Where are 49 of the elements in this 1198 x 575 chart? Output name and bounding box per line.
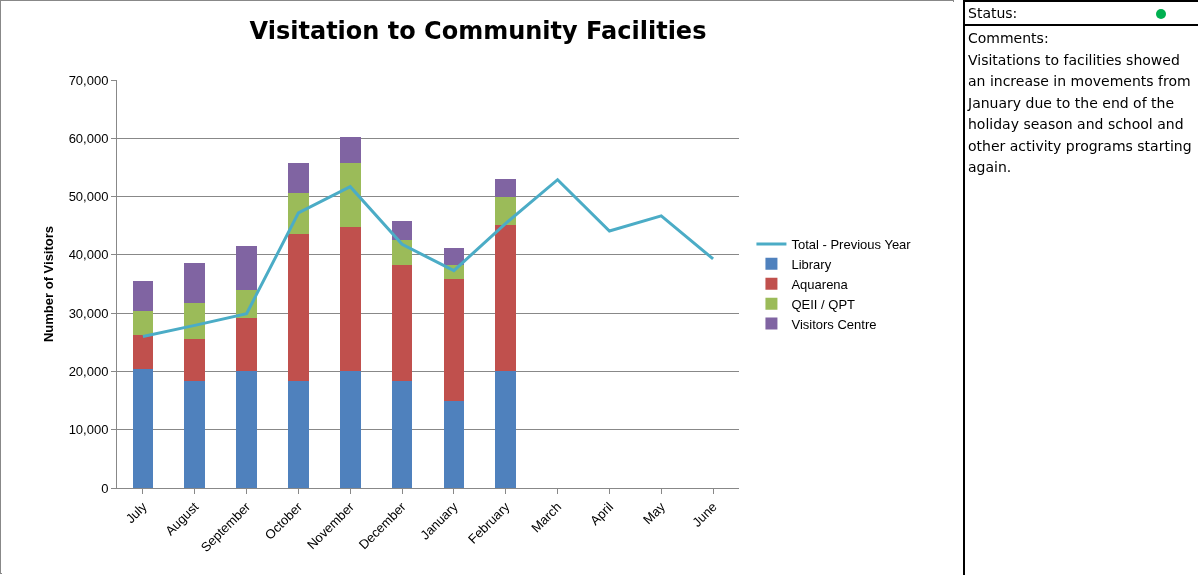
x-tick-label: July [122,498,150,527]
bar [495,178,517,198]
bar [443,247,465,265]
bar [339,371,361,488]
bar [288,163,309,194]
y-tick-label: 40,000 [68,247,109,263]
line-series [141,178,715,338]
bar [339,137,361,164]
legend-label: Total - Previous Year [791,237,912,253]
bar [132,311,154,335]
bar [339,226,361,372]
bar [339,163,361,227]
y-tick-label: 0 [101,480,109,496]
legend-label: Library [791,256,832,272]
bar [443,279,465,402]
y-tick-label: 70,000 [68,72,109,88]
bar [132,280,154,312]
bar [495,197,517,225]
bar [391,381,413,488]
bar [391,221,413,240]
bar [184,263,206,304]
bar [184,303,206,340]
bar [495,224,517,372]
bar [495,371,517,488]
legend-label: Aquarena [791,276,849,292]
bar [236,245,257,291]
chart-title: Visitation to Community Facilities [249,16,707,45]
y-tick-label: 50,000 [68,189,109,205]
y-tick-label: 30,000 [68,305,109,321]
text: Status: [968,5,1018,21]
bar [391,265,413,382]
bar [132,334,154,370]
bar [288,233,309,382]
bar [184,339,206,381]
bar [288,381,309,488]
bar [184,380,206,488]
text: Comments: [968,29,1050,48]
bar [236,371,257,488]
bar [132,369,154,488]
y-tick-label: 20,000 [68,363,109,379]
bar [236,317,257,372]
legend-label: QEII / QPT [791,296,856,312]
legend-label: Visitors Centre [791,316,877,332]
y-axis-title: Number of Visitors [40,225,56,343]
text: Visitations to facilities showed an increase in movements from January due to the end of the holiday season and school and other activity programs starting again. [968,50,1193,177]
x-tick-label: May [639,498,669,528]
bar [443,401,465,488]
y-tick-label: 10,000 [68,422,109,438]
y-tick-label: 60,000 [68,130,109,146]
